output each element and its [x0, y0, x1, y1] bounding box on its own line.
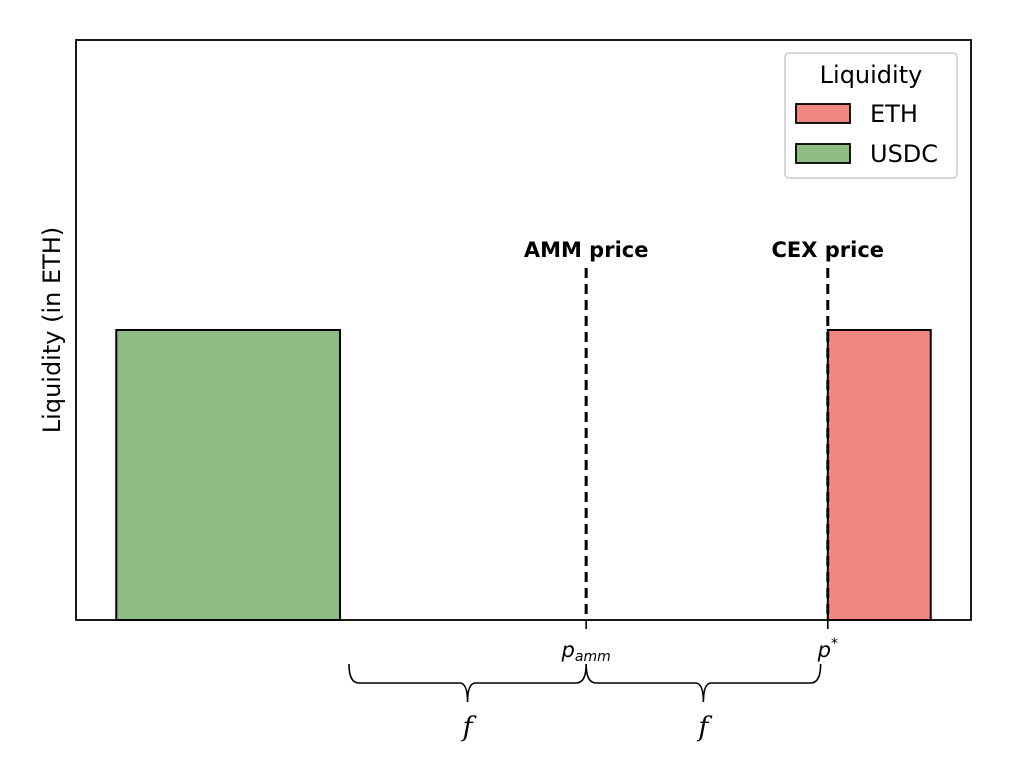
bar-usdc — [115, 329, 342, 621]
x-tick-label-amm: pamm — [561, 638, 611, 665]
amm-price-label: AMM price — [524, 238, 649, 262]
bar-eth — [826, 329, 932, 621]
vlines-layer — [584, 268, 830, 620]
legend-entries: ETH USDC — [795, 100, 938, 168]
legend: Liquidity ETH USDC — [784, 52, 958, 179]
annotations-layer: AMM price CEX price — [524, 238, 884, 262]
legend-swatch-eth — [795, 103, 851, 124]
ticks-layer: pamm p* — [561, 620, 838, 665]
y-axis-label: Liquidity (in ETH) — [38, 227, 66, 433]
legend-title: Liquidity — [820, 61, 923, 89]
brace-0 — [348, 663, 587, 703]
brace-label-1: f — [696, 712, 712, 743]
legend-swatch-usdc — [795, 143, 851, 164]
plot-frame — [75, 39, 972, 621]
legend-label-eth: ETH — [870, 100, 918, 128]
legend-label-usdc: USDC — [870, 140, 938, 168]
brace-1 — [585, 663, 822, 703]
cex-price-label: CEX price — [772, 238, 885, 262]
brace-label-0: f — [461, 712, 477, 743]
x-tick-label-cex: p* — [817, 636, 838, 662]
bars-layer — [115, 329, 932, 621]
